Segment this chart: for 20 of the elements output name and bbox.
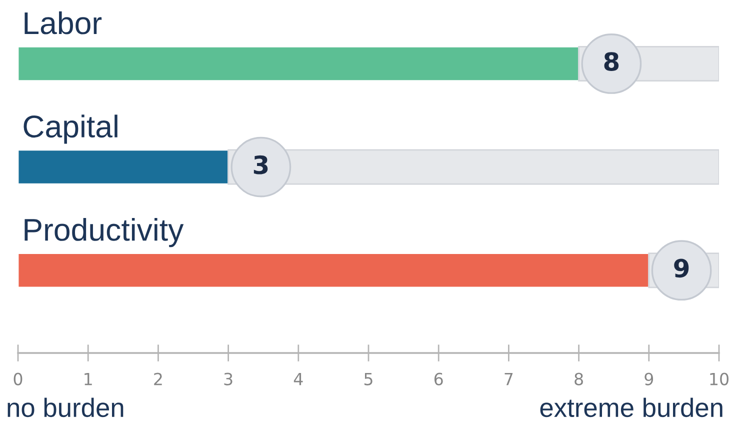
x-tick-label: 2 — [154, 372, 162, 386]
y-tick-label: Productivity — [24, 218, 184, 248]
x-tick-label: 9 — [644, 372, 654, 386]
x-tick-label: 5 — [364, 372, 372, 386]
text: extreme burden — [540, 398, 722, 418]
x-tick-label: 3 — [224, 372, 232, 386]
x-tick-label: 4 — [294, 372, 303, 386]
y-tick-label: Capital — [24, 114, 118, 144]
x-tick-label: 1 — [84, 372, 92, 386]
data-label: 3 — [254, 155, 268, 174]
x-tick-label: 8 — [574, 372, 583, 386]
text: no burden — [8, 398, 124, 418]
bar — [18, 149, 229, 185]
x-tick-label: 6 — [434, 372, 443, 386]
x-tick-label: 10 — [710, 372, 728, 386]
x-tick-label: 7 — [504, 372, 513, 386]
bar — [18, 46, 580, 82]
y-tick-label: Labor — [24, 11, 102, 34]
data-label: 8 — [604, 52, 619, 71]
x-tick-label: 0 — [14, 372, 22, 386]
